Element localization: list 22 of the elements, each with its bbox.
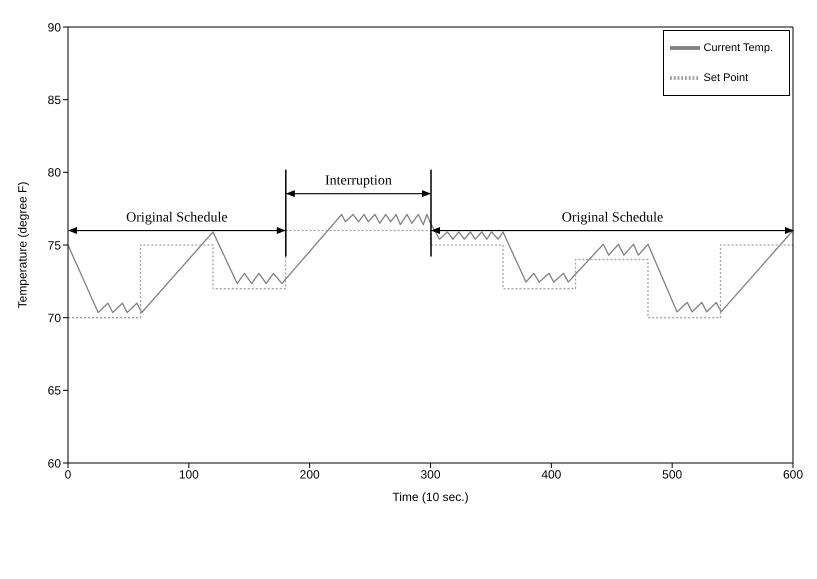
line-series bbox=[68, 214, 793, 314]
y-tick-label: 70 bbox=[48, 310, 62, 325]
x-tick-label: 500 bbox=[662, 468, 682, 482]
annotation: Original Schedule bbox=[126, 210, 228, 226]
y-tick-label: 90 bbox=[48, 20, 62, 34]
annotation: Original Schedule bbox=[562, 210, 664, 226]
x-tick-label: 400 bbox=[541, 468, 562, 482]
annotation: Interruption bbox=[324, 174, 392, 189]
y-tick-label: 60 bbox=[48, 456, 62, 470]
y-tick-label: 65 bbox=[48, 384, 62, 398]
legend-label: Current Temp. bbox=[704, 42, 773, 54]
y-tick-label: 80 bbox=[48, 166, 62, 180]
x-axis-title: Time (10 sec.) bbox=[392, 490, 469, 504]
x-tick-label: 300 bbox=[420, 468, 441, 482]
y-axis-title: Temperature (degree F) bbox=[15, 182, 30, 308]
y-tick-label: 75 bbox=[48, 238, 62, 252]
x-tick-label: 200 bbox=[300, 468, 320, 482]
x-tick-label: 100 bbox=[178, 468, 200, 482]
x-tick-label: 600 bbox=[782, 468, 804, 482]
x-tick-label: 0 bbox=[64, 468, 72, 482]
y-tick-label: 85 bbox=[48, 92, 62, 107]
legend-label: Set Point bbox=[704, 72, 748, 84]
